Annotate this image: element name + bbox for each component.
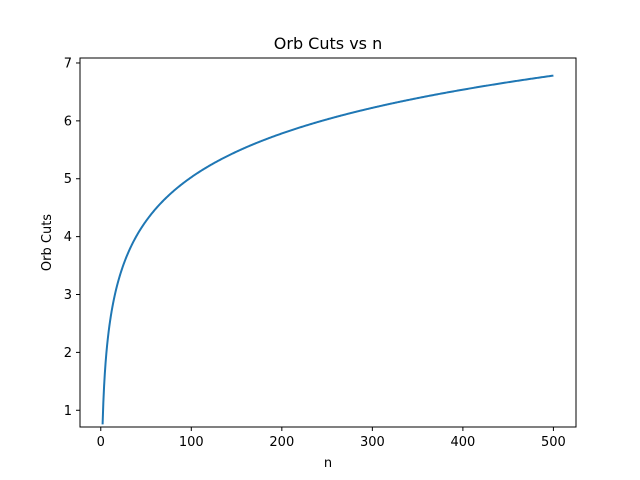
- x-axis-label: n: [324, 456, 332, 471]
- axes-frame: [79, 57, 577, 428]
- y-tick-label: 1: [64, 404, 72, 419]
- y-tick-label: 2: [64, 346, 72, 361]
- x-tick-label: 400: [450, 435, 475, 450]
- x-tick-label: 200: [269, 435, 294, 450]
- plot-area: [101, 74, 554, 425]
- x-tick-label: 500: [541, 435, 566, 450]
- y-tick-label: 7: [64, 56, 72, 71]
- y-tick-label: 3: [64, 288, 72, 303]
- y-tick-label: 5: [64, 172, 72, 187]
- y-axis: 1 2 3 4 5 6 7: [64, 56, 80, 419]
- y-tick-label: 6: [64, 114, 72, 129]
- x-tick-label: 300: [360, 435, 385, 450]
- x-axis: 0 100 200 300 400 500: [97, 427, 566, 450]
- x-tick-label: 0: [97, 435, 105, 450]
- chart-title: Orb Cuts vs n: [274, 34, 382, 53]
- series-line-0: [101, 74, 554, 425]
- y-axis-label: Orb Cuts: [40, 214, 55, 271]
- x-tick-label: 100: [179, 435, 204, 450]
- y-tick-label: 4: [64, 230, 72, 245]
